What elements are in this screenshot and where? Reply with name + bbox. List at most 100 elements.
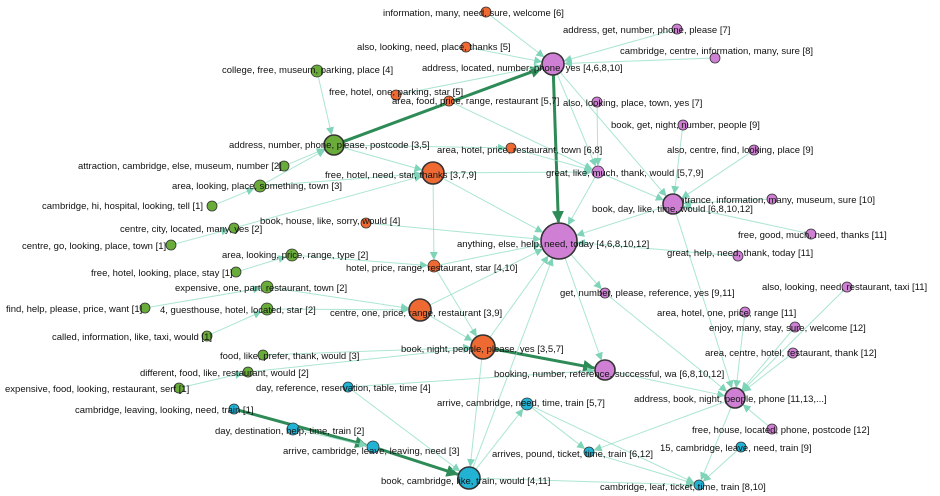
node-circle[interactable]	[366, 440, 380, 454]
node-circle[interactable]	[662, 193, 684, 215]
node-circle[interactable]	[323, 134, 345, 156]
node-p4[interactable]: also, looking, place, town, yes [7]	[563, 96, 702, 109]
node-circle[interactable]	[260, 302, 274, 316]
node-g13[interactable]: called, information, like, taxi, would […	[52, 330, 213, 343]
node-circle[interactable]	[139, 302, 151, 314]
node-circle[interactable]	[591, 96, 603, 108]
node-c2[interactable]: arrive, cambridge, need, time, train [5,…	[437, 397, 605, 411]
node-circle[interactable]	[390, 89, 402, 101]
node-circle[interactable]	[583, 446, 595, 458]
node-circle[interactable]	[748, 144, 760, 156]
node-p12[interactable]: great, help, need, thank, today [11]	[667, 248, 813, 262]
node-g9[interactable]: free, hotel, looking, place, stay [1]	[91, 266, 242, 279]
node-circle[interactable]	[732, 250, 744, 262]
node-o1[interactable]: information, many, need, sure, welcome […	[383, 6, 564, 19]
node-circle[interactable]	[230, 266, 242, 278]
node-p9[interactable]: book, day, like, time, would [6,8,10,12]	[592, 193, 753, 215]
node-c4[interactable]: day, destination, help, time, train [2]	[215, 422, 364, 437]
node-p18[interactable]: booking, number, reference, successful, …	[494, 359, 724, 381]
node-circle[interactable]	[165, 239, 177, 251]
node-c6[interactable]: arrives, pound, ticket, time, train [6,1…	[492, 446, 653, 460]
node-circle[interactable]	[257, 349, 269, 361]
node-g7[interactable]: centre, go, looking, place, town [1]	[22, 239, 177, 252]
node-circle[interactable]	[278, 160, 290, 172]
node-circle[interactable]	[457, 466, 481, 490]
node-circle[interactable]	[787, 347, 799, 359]
node-o8[interactable]: hotel, price, range, restaurant, star [4…	[346, 259, 518, 274]
node-circle[interactable]	[766, 423, 778, 435]
node-circle[interactable]	[789, 321, 801, 333]
node-circle[interactable]	[310, 64, 324, 78]
node-g15[interactable]: different, food, like, restaurant, would…	[140, 366, 309, 379]
node-o4[interactable]: area, food, price, range, restaurant [5,…	[392, 95, 559, 107]
node-circle[interactable]	[228, 222, 240, 234]
node-g6[interactable]: centre, city, located, many, yes [2]	[120, 222, 262, 235]
node-g10[interactable]: expensive, one, part, restaurant, town […	[175, 280, 347, 294]
node-p16[interactable]: enjoy, many, stay, sure, welcome [12]	[709, 321, 866, 334]
node-p13[interactable]: also, looking, need, restaurant, taxi [1…	[762, 281, 927, 293]
node-c8[interactable]: book, cambridge, like, train, would [4,1…	[381, 466, 550, 490]
node-circle[interactable]	[480, 6, 492, 18]
node-circle[interactable]	[709, 52, 721, 64]
node-c9[interactable]: cambridge, leaf, ticket, time, train [8,…	[600, 479, 766, 493]
node-p19[interactable]: address, book, night, people, phone [11,…	[634, 387, 827, 409]
node-circle[interactable]	[693, 479, 705, 491]
node-circle[interactable]	[766, 193, 778, 205]
node-circle[interactable]	[671, 23, 683, 35]
node-g12[interactable]: 4, guesthouse, hotel, located, star [2]	[160, 302, 316, 316]
node-o7[interactable]: book, house, like, sorry, would [4]	[260, 216, 400, 229]
node-circle[interactable]	[206, 200, 218, 212]
node-circle[interactable]	[724, 387, 746, 409]
node-circle[interactable]	[286, 422, 300, 436]
node-circle[interactable]	[599, 287, 611, 299]
node-o10[interactable]: book, night, people, please, yes [3,5,7]	[401, 334, 564, 360]
node-p14[interactable]: get, number, please, reference, yes [9,1…	[560, 287, 735, 299]
node-circle[interactable]	[541, 52, 565, 76]
node-g16[interactable]: expensive, food, looking, restaurant, se…	[5, 382, 189, 395]
node-p10[interactable]: anything, else, help, need, today [4,6,8…	[457, 222, 649, 260]
node-g8[interactable]: area, looking, price, range, type [2]	[222, 248, 368, 262]
node-circle[interactable]	[460, 41, 472, 53]
node-c7[interactable]: 15, cambridge, leave, need, train [9]	[660, 441, 812, 454]
node-circle[interactable]	[173, 382, 185, 394]
node-circle[interactable]	[285, 248, 299, 262]
node-circle[interactable]	[408, 298, 432, 322]
node-p17[interactable]: area, centre, hotel, restaurant, thank […	[705, 347, 877, 359]
node-g14[interactable]: food, like, prefer, thank, would [3]	[220, 349, 359, 362]
node-circle[interactable]	[421, 161, 445, 185]
node-circle[interactable]	[470, 334, 496, 360]
node-g2[interactable]: address, number, phone, please, postcode…	[229, 134, 430, 156]
node-circle[interactable]	[342, 381, 354, 393]
node-p3[interactable]: address, located, number, phone, yes [4,…	[422, 52, 623, 76]
node-circle[interactable]	[360, 217, 372, 229]
node-circle[interactable]	[201, 330, 213, 342]
node-p15[interactable]: area, hotel, one, price, range [11]	[657, 306, 796, 319]
node-o5[interactable]: area, hotel, price, restaurant, town [6,…	[437, 142, 602, 156]
node-circle[interactable]	[841, 281, 853, 293]
node-circle[interactable]	[520, 397, 534, 411]
node-c3[interactable]: cambridge, leaving, looking, need, train…	[75, 403, 254, 416]
node-circle[interactable]	[427, 259, 441, 273]
node-c5[interactable]: arrive, cambridge, leave, leaving, need …	[283, 440, 459, 457]
node-g11[interactable]: find, help, please, price, want [1]	[6, 302, 151, 315]
node-o2[interactable]: also, looking, need, place, thanks [5]	[357, 41, 511, 53]
node-circle[interactable]	[735, 441, 747, 453]
node-circle[interactable]	[253, 179, 267, 193]
node-c1[interactable]: day, reference, reservation, table, time…	[256, 381, 431, 394]
node-circle[interactable]	[505, 142, 517, 154]
node-circle[interactable]	[594, 359, 616, 381]
node-g4[interactable]: area, looking, place, something, town [3…	[172, 179, 342, 193]
node-g5[interactable]: cambridge, hi, hospital, looking, tell […	[42, 200, 218, 212]
node-g1[interactable]: college, free, museum, parking, place [4…	[222, 64, 393, 78]
node-p5[interactable]: book, get, night, number, people [9]	[611, 119, 760, 131]
node-circle[interactable]	[739, 306, 751, 318]
node-p20[interactable]: free, house, located, phone, postcode [1…	[692, 423, 869, 436]
node-p2[interactable]: cambridge, centre, information, many, su…	[620, 46, 813, 64]
node-circle[interactable]	[242, 366, 254, 378]
node-circle[interactable]	[805, 228, 817, 240]
node-o6[interactable]: free, hotel, need, star, thanks [3,7,9]	[325, 161, 477, 185]
node-g3[interactable]: attraction, cambridge, else, museum, num…	[78, 160, 290, 172]
node-circle[interactable]	[228, 403, 240, 415]
node-p8[interactable]: entrance, information, many, museum, sur…	[674, 193, 875, 206]
node-circle[interactable]	[540, 222, 578, 260]
